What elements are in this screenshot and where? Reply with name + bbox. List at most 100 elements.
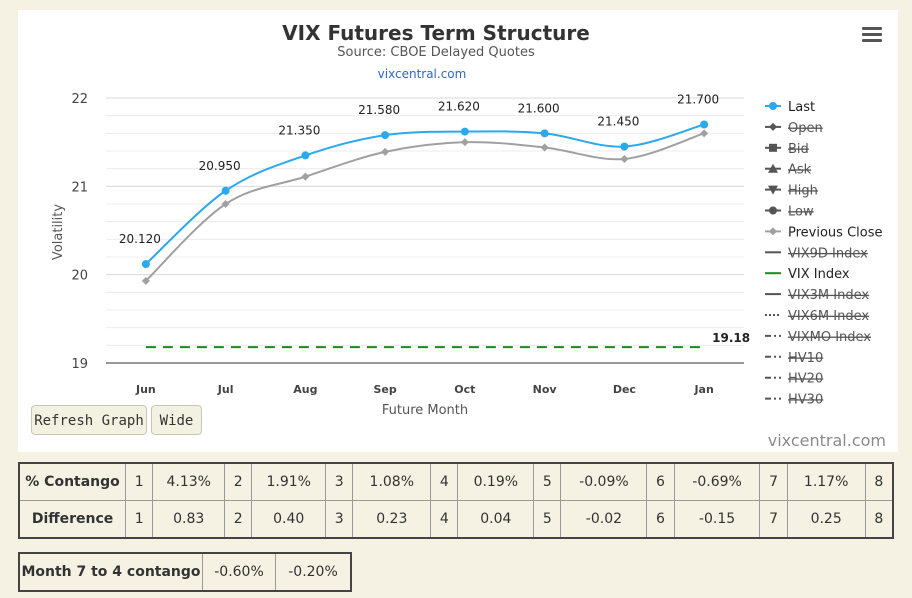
contango-value-cell: -0.69% (673, 462, 761, 501)
data-label: 21.450 (597, 115, 639, 129)
legend-item-label[interactable]: HV10 (788, 351, 823, 366)
legend-item-label[interactable]: VIXMO Index (788, 330, 871, 345)
month-number-cell: 6 (646, 462, 675, 501)
legend-item-label[interactable]: Ask (788, 163, 812, 178)
data-label: 21.580 (358, 103, 400, 117)
legend-item-label[interactable]: High (788, 184, 818, 199)
legend-item-label[interactable]: Last (788, 100, 815, 115)
vix-index-label: 19.18 (712, 331, 750, 345)
contango-value-cell: -0.02 (560, 500, 648, 539)
data-label: 21.620 (438, 100, 480, 114)
credit-label: vixcentral.com (767, 431, 886, 450)
legend-item-label[interactable]: VIX3M Index (788, 288, 869, 303)
month-number-cell: 1 (125, 500, 154, 539)
legend-marker (769, 206, 777, 215)
contango-value-cell: -0.09% (560, 462, 648, 501)
source-link: vixcentral.com (378, 67, 467, 81)
month-number-cell: 4 (430, 500, 459, 539)
month-contango-row: Month 7 to 4 contango -0.60% -0.20% (18, 552, 352, 592)
legend-item-label[interactable]: VIX6M Index (788, 309, 869, 324)
month-number-cell: 7 (759, 500, 788, 539)
chart-title: VIX Futures Term Structure (282, 21, 590, 45)
contango-value-cell: -0.15 (673, 500, 761, 539)
legend-item-label[interactable]: HV20 (788, 372, 823, 387)
refresh-graph-button[interactable]: Refresh Graph (31, 405, 147, 435)
legend-item-label[interactable]: HV30 (788, 393, 823, 408)
last-point (141, 260, 150, 269)
legend-marker (768, 163, 778, 173)
legend-marker (768, 185, 778, 195)
legend-item-label[interactable]: Bid (788, 142, 809, 157)
previous-close-point (381, 147, 390, 156)
data-label: 20.120 (119, 232, 161, 246)
data-label: 21.700 (677, 93, 719, 107)
data-label: 21.350 (278, 123, 320, 137)
month-number-cell: 5 (533, 462, 562, 501)
data-label: 20.950 (199, 159, 241, 173)
contango-value-cell: 1.17% (786, 462, 866, 501)
legend-item-label[interactable]: Previous Close (788, 225, 883, 240)
month-contango-label: Month 7 to 4 contango (18, 552, 203, 592)
contango-table: % Contango 1 4.13% 2 1.91% 3 1.08% 4 0.19% 5 -0.09… (18, 462, 894, 539)
month-number-cell: 3 (325, 500, 354, 539)
month-number-cell: 8 (864, 500, 894, 539)
last-point (301, 151, 310, 160)
chart-menu-icon[interactable] (862, 24, 882, 42)
x-tick-label: Oct (454, 383, 475, 396)
month-number-cell: 7 (759, 462, 788, 501)
x-tick-label: Dec (613, 383, 636, 396)
last-point (381, 131, 390, 140)
last-point (460, 127, 469, 136)
legend-item-label[interactable]: VIX Index (788, 267, 850, 282)
legend-marker (769, 122, 777, 131)
y-tick-label: 20 (71, 269, 88, 284)
contango-value-cell: 4.13% (152, 462, 226, 501)
legend-item-label[interactable]: VIX9D Index (788, 246, 868, 261)
last-point (540, 129, 549, 138)
month-number-cell: 3 (325, 462, 354, 501)
month-contango-value: -0.20% (275, 552, 352, 592)
previous-close-point (540, 143, 549, 152)
contango-value-cell: 0.19% (457, 462, 535, 501)
legend-item-label[interactable]: Low (788, 205, 814, 220)
chart-panel: VIX Futures Term Structure Source: CBOE D… (18, 10, 898, 452)
x-tick-label: Jul (217, 383, 234, 396)
contango-row: % Contango 1 4.13% 2 1.91% 3 1.08% 4 0.19% 5 -0.09… (18, 462, 894, 501)
contango-value-cell: 1.91% (251, 462, 327, 501)
x-tick-label: Jan (693, 383, 713, 396)
month-number-cell: 8 (864, 462, 894, 501)
y-tick-label: 22 (71, 92, 88, 107)
legend-marker (769, 143, 777, 152)
previous-close-point (141, 276, 150, 285)
contango-value-cell: 0.83 (152, 500, 226, 539)
legend-marker (769, 227, 777, 236)
chart-subtitle: Source: CBOE Delayed Quotes (337, 45, 535, 60)
month-contango-table: Month 7 to 4 contango -0.60% -0.20% (18, 552, 352, 592)
series-line-previous-close (145, 132, 705, 282)
contango-value-cell: 0.04 (457, 500, 535, 539)
last-point (700, 120, 709, 129)
previous-close-point (460, 138, 469, 147)
x-tick-label: Jun (135, 383, 156, 396)
x-tick-label: Sep (373, 383, 396, 396)
legend-item-label[interactable]: Open (788, 121, 823, 136)
month-contango-value: -0.60% (202, 552, 276, 592)
contango-value-cell: 0.23 (352, 500, 432, 539)
wide-button[interactable]: Wide (151, 405, 202, 435)
previous-close-point (700, 129, 709, 138)
contango-row-label: % Contango (18, 462, 127, 501)
contango-row-label: Difference (18, 500, 127, 539)
y-tick-label: 21 (71, 180, 88, 195)
legend-marker (769, 102, 777, 110)
previous-close-point (301, 172, 310, 181)
month-number-cell: 2 (224, 500, 253, 539)
y-axis-title: Volatility (51, 204, 66, 260)
contango-value-cell: 0.25 (786, 500, 866, 539)
month-number-cell: 4 (430, 462, 459, 501)
previous-close-point (620, 154, 629, 163)
y-tick-label: 19 (71, 357, 88, 372)
contango-value-cell: 0.40 (251, 500, 327, 539)
contango-row: Difference 1 0.83 2 0.40 3 0.23 4 0.04 5 -0.02 6 -0.… (18, 500, 894, 539)
month-number-cell: 6 (646, 500, 675, 539)
x-tick-label: Aug (293, 383, 317, 396)
